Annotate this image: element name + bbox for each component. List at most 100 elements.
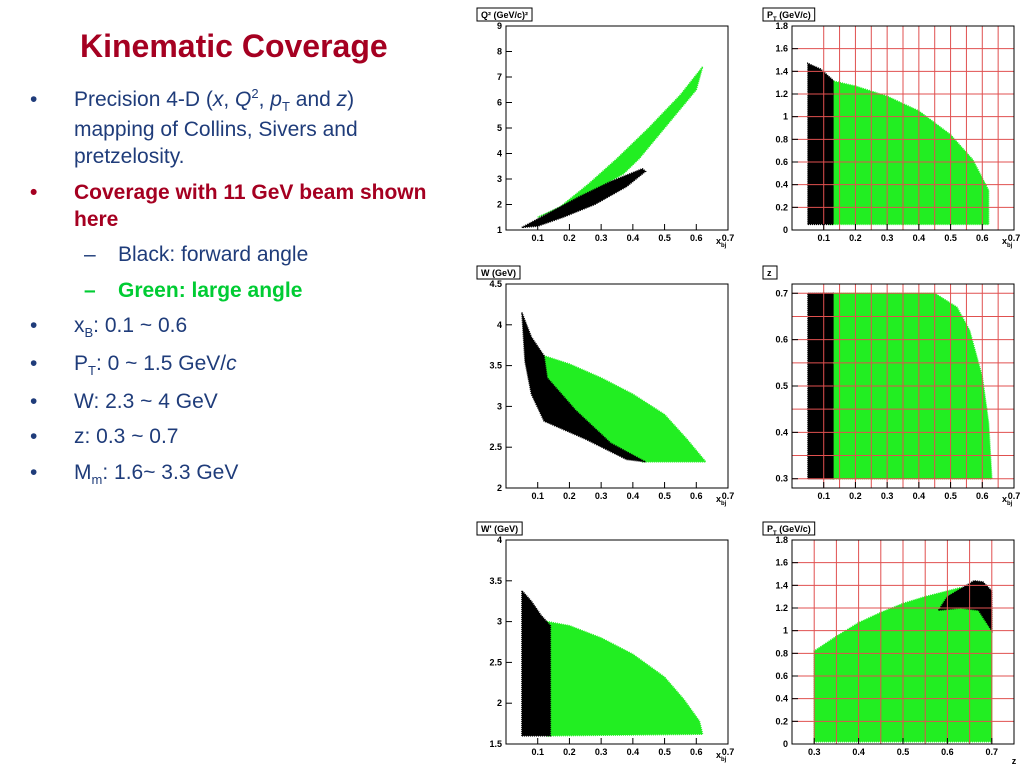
series-black <box>521 167 647 229</box>
var-p: p <box>270 88 282 111</box>
subbullet-black: – Black: forward angle <box>30 241 430 268</box>
y-tick-label: 4.5 <box>489 279 502 289</box>
plot-title: W' (GeV) <box>481 524 518 534</box>
x-tick-label: 0.3 <box>595 233 608 243</box>
xlabel-sub: bj <box>721 757 727 763</box>
sup-2: 2 <box>251 86 259 101</box>
subbullet-green: – Green: large angle <box>30 277 430 304</box>
plot-q2-svg: 0.1 0.2 0.3 0.4 0.5 0.6 0.7 1 2 3 4 5 6 7 8 9Q² (GeV/c)… <box>476 7 735 249</box>
comma: , <box>223 88 236 111</box>
subbullet-text: Black: forward angle <box>118 243 309 267</box>
y-tick-label: 0.4 <box>775 427 788 437</box>
series-black <box>521 588 552 737</box>
plot-title-box: W (GeV) <box>476 265 521 280</box>
x-axis-label: xbj <box>716 494 727 507</box>
plot-frame <box>505 283 729 489</box>
y-tick-label: 1.5 <box>489 739 502 749</box>
plot-title-frame <box>476 7 533 22</box>
title-part: P <box>767 10 773 20</box>
x-tick-label: 0.3 <box>595 491 608 501</box>
x-tick-label: 0.7 <box>722 233 735 243</box>
y-tick-label: 0.6 <box>775 671 788 681</box>
x-tick-label: 0.2 <box>563 747 576 757</box>
y-tick-label: 7 <box>497 72 502 82</box>
xlabel-sub: bj <box>721 501 727 507</box>
y-tick-label: 0 <box>783 225 788 235</box>
x-tick-label: 0.3 <box>595 747 608 757</box>
bullet-dot: • <box>30 460 38 484</box>
y-tick-label: 1 <box>783 626 788 636</box>
y-tick-label: 0.8 <box>775 134 788 144</box>
bullet-text: z: 0.3 ~ 0.7 <box>74 425 179 449</box>
bullet-text: x <box>74 313 85 337</box>
x-tick-label: 0.7 <box>722 491 735 501</box>
series-black <box>521 312 646 463</box>
plot-title-frame <box>762 521 816 536</box>
series-black <box>807 62 834 226</box>
series-green <box>543 354 708 463</box>
bullet-xb: • xB: 0.1 ~ 0.6 <box>30 312 430 342</box>
plot-title-frame <box>476 521 523 536</box>
x-tick-label: 0.4 <box>627 233 640 243</box>
subbullet-text: Green: large angle <box>118 278 303 302</box>
bullet-text: W: 2.3 ~ 4 GeV <box>74 390 218 414</box>
sub-dash: – <box>84 278 96 302</box>
plot-title: Q² (GeV/c)² <box>481 10 528 20</box>
bullet-text: P <box>74 351 89 375</box>
y-tick-label: 1.4 <box>775 580 788 590</box>
y-tick-label: 4 <box>497 535 502 545</box>
plot-area <box>506 26 728 230</box>
x-tick-label: 0.4 <box>913 491 926 501</box>
y-tick-label: 5 <box>497 123 502 133</box>
x-tick-label: 0.1 <box>531 233 544 243</box>
y-tick-label: 0.4 <box>775 180 788 190</box>
y-tick-label: 0.5 <box>775 381 788 391</box>
bullet-z: • z: 0.3 ~ 0.7 <box>30 423 430 450</box>
x-tick-label: 0.1 <box>531 747 544 757</box>
y-tick-label: 0.8 <box>775 648 788 658</box>
bullet-text: Precision 4-D ( <box>74 88 213 111</box>
bullet-dot: • <box>30 313 38 337</box>
sub-t: T <box>281 99 290 115</box>
y-tick-label: 9 <box>497 21 502 31</box>
y-tick-label: 3.5 <box>489 576 502 586</box>
xlabel-sub: bj <box>1007 243 1013 249</box>
y-tick-label: 1.8 <box>775 535 788 545</box>
xlabel-x: x <box>716 236 721 246</box>
bullet-pt: • PT: 0 ~ 1.5 GeV/c <box>30 350 430 380</box>
x-tick-label: 0.6 <box>690 747 703 757</box>
y-tick-label: 0.6 <box>775 335 788 345</box>
y-tick-label: 0 <box>783 739 788 749</box>
y-tick-label: 2.5 <box>489 657 502 667</box>
title-sub: T <box>773 17 777 23</box>
x-tick-label: 0.2 <box>849 491 862 501</box>
x-tick-label: 0.4 <box>913 233 926 243</box>
y-tick-label: 3.5 <box>489 361 502 371</box>
bullet-text: Coverage with 11 GeV beam shown here <box>74 180 427 231</box>
bullet-dot: • <box>30 351 38 375</box>
bullet-text: M <box>74 460 92 484</box>
y-tick-label: 6 <box>497 98 502 108</box>
plot-w: 0.1 0.2 0.3 0.4 0.5 0.6 0.7 2 2.5 3 3.5 4 4.5 W (GeV)… <box>470 262 740 512</box>
series-black <box>937 580 993 634</box>
plot-title-frame <box>762 7 816 22</box>
y-tick-label: 2 <box>497 483 502 493</box>
plot-w-prime: 0.1 0.2 0.3 0.4 0.5 0.6 0.7 1.5 2 2.5 3 3.5 4 W' (GeV… <box>470 518 740 768</box>
bullet-text-mid: : 0 ~ 1.5 GeV/ <box>95 351 227 375</box>
x-axis-label: z <box>1012 756 1017 766</box>
xlabel-sub: bj <box>721 243 727 249</box>
x-tick-label: 0.2 <box>563 491 576 501</box>
y-tick-label: 4 <box>497 320 502 330</box>
x-axis-label: xbj <box>1002 236 1013 249</box>
y-tick-label: 0.2 <box>775 202 788 212</box>
plot-title-frame <box>762 265 778 280</box>
x-tick-label: 0.4 <box>852 747 865 757</box>
var-z: z <box>336 88 348 111</box>
y-tick-label: 8 <box>497 47 502 57</box>
x-tick-label: 0.6 <box>690 233 703 243</box>
plot-pt-xbj-svg: 0.1 0.2 0.3 0.4 0.5 0.6 0.7 0 0.2 0.4 0.6 0.8 1 1.2 1.… <box>762 7 1020 249</box>
y-tick-label: 3 <box>497 617 502 627</box>
y-tick-label: 0.6 <box>775 157 788 167</box>
xlabel-x: x <box>1002 236 1007 246</box>
y-tick-label: 0.7 <box>775 288 788 298</box>
